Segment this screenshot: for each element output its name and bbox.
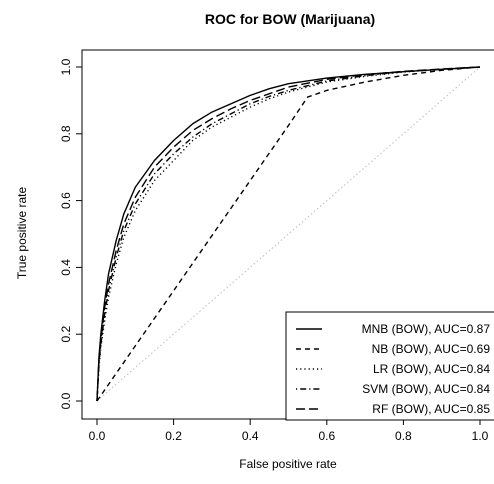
series-line-svm [96,66,481,402]
series-line-mnb [96,66,481,402]
y-tick-label: 0.2 [59,326,73,343]
series-line-lr [96,66,481,402]
legend-entry-rf: RF (BOW), AUC=0.85 [372,402,490,416]
x-axis: 0.0 0.2 0.4 0.6 0.8 1.0 [89,418,489,443]
x-tick-label: 0.0 [89,429,106,443]
y-axis-label: True positive rate [15,187,29,280]
x-axis-label: False positive rate [239,457,337,471]
y-tick-label: 0.0 [59,392,73,409]
chart-title: ROC for BOW (Marijuana) [205,11,375,27]
legend-entry-mnb: MNB (BOW), AUC=0.87 [362,322,491,336]
legend-entry-nb: NB (BOW), AUC=0.69 [372,342,491,356]
series-layer [96,66,481,402]
x-tick-label: 0.8 [395,429,412,443]
y-tick-label: 0.8 [59,125,73,142]
legend-entry-svm: SVM (BOW), AUC=0.84 [362,382,490,396]
x-tick-label: 0.2 [165,429,182,443]
y-tick-label: 0.4 [59,259,73,276]
legend-entry-lr: LR (BOW), AUC=0.84 [373,362,490,376]
x-tick-label: 0.6 [318,429,335,443]
chance-diagonal-line [96,66,481,402]
x-tick-label: 0.4 [242,429,259,443]
legend-box [285,311,494,421]
y-tick-label: 1.0 [59,58,73,75]
x-tick-label: 1.0 [472,429,489,443]
legend: MNB (BOW), AUC=0.87 NB (BOW), AUC=0.69 LR … [285,311,494,421]
y-tick-label: 0.6 [59,192,73,209]
series-line-nb [96,66,481,402]
y-axis: 0.0 0.2 0.4 0.6 0.8 1.0 [59,58,83,409]
